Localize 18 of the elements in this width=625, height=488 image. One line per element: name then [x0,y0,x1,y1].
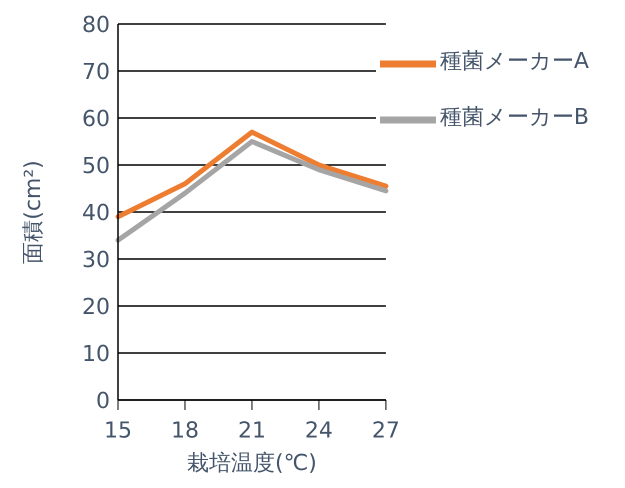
y-tick-label: 80 [82,12,110,38]
y-axis-title: 面積(cm²) [20,160,46,264]
y-tick-label: 10 [82,342,110,367]
x-tick-label: 24 [304,418,333,444]
x-tick-label: 21 [238,418,266,444]
x-axis-title: 栽培温度(℃) [187,451,317,476]
y-tick-label: 30 [82,248,110,273]
legend-label: 種菌メーカーA [440,49,589,74]
x-tick-label: 18 [170,418,199,444]
y-tick-label: 50 [82,154,110,179]
y-tick-label: 20 [82,294,110,320]
y-tick-label: 70 [82,60,110,85]
y-tick-label: 60 [82,106,110,132]
x-tick-label: 27 [372,418,400,444]
legend-label: 種菌メーカーB [440,105,589,130]
y-tick-label: 40 [82,200,110,226]
y-tick-label: 0 [96,388,110,414]
x-tick-label: 15 [104,418,132,444]
